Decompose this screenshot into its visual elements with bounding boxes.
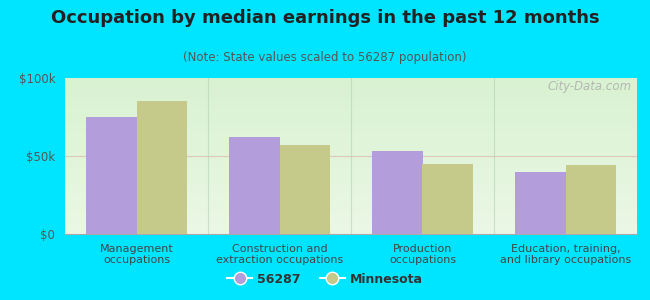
Bar <box>229 137 280 234</box>
Text: Occupation by median earnings in the past 12 months: Occupation by median earnings in the pas… <box>51 9 599 27</box>
Bar <box>136 101 187 234</box>
Text: City-Data.com: City-Data.com <box>547 80 631 93</box>
Text: (Note: State values scaled to 56287 population): (Note: State values scaled to 56287 popu… <box>183 51 467 64</box>
Bar <box>422 164 473 234</box>
Bar <box>280 145 330 234</box>
Bar <box>515 172 566 234</box>
Bar <box>566 165 616 234</box>
Bar <box>372 151 423 234</box>
Legend: 56287, Minnesota: 56287, Minnesota <box>222 268 428 291</box>
Bar <box>86 117 136 234</box>
